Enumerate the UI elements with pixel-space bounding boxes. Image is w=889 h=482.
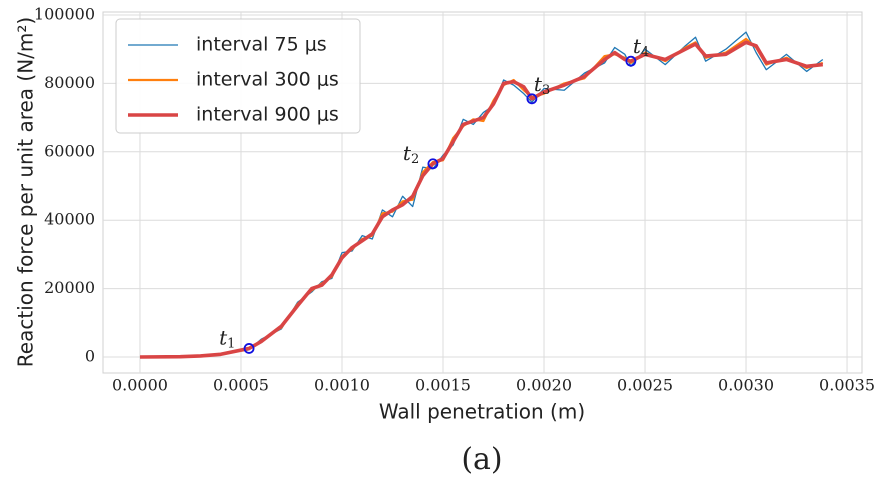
- annotation-subscript: 4: [641, 45, 649, 60]
- x-tick-label: 0.0030: [718, 376, 774, 395]
- caption: (a): [461, 442, 502, 477]
- legend-label: interval 75 μs: [196, 34, 327, 56]
- annotation-subscript: 1: [227, 336, 235, 351]
- annotation-text: t: [534, 71, 543, 95]
- annotation-label: t2: [403, 140, 419, 166]
- y-tick-label: 60000: [44, 141, 95, 160]
- annotation-label: t1: [219, 325, 235, 351]
- legend-label: interval 900 μs: [196, 104, 339, 126]
- x-axis-title: Wall penetration (m): [379, 400, 585, 424]
- legend-box: [115, 18, 361, 134]
- y-tick-label: 40000: [44, 210, 95, 229]
- x-tick-label: 0.0010: [314, 376, 370, 395]
- x-tick-label: 0.0025: [617, 376, 673, 395]
- annotation-label: t3: [534, 71, 550, 97]
- annotation-subscript: 3: [542, 82, 550, 97]
- annotation-label: t4: [633, 34, 649, 60]
- y-axis-title: Reaction force per unit area (N/m²): [14, 17, 38, 367]
- y-tick-label: 20000: [44, 278, 95, 297]
- legend-label: interval 300 μs: [196, 69, 339, 91]
- annotation-subscript: 2: [411, 151, 419, 166]
- y-tick-label: 0: [85, 347, 95, 366]
- y-tick-label: 80000: [44, 73, 95, 92]
- annotation-marker: [526, 93, 538, 105]
- x-tick-label: 0.0005: [213, 376, 269, 395]
- x-tick-label: 0.0015: [415, 376, 471, 395]
- annotation-text: t: [219, 325, 228, 349]
- annotation-text: t: [403, 140, 412, 164]
- lines: [139, 31, 824, 359]
- x-tick-label: 0.0020: [516, 376, 572, 395]
- annotation-marker: [427, 158, 439, 170]
- series-line: [139, 40, 823, 359]
- x-tick-label: 0.0000: [112, 376, 168, 395]
- y-tick-label: 100000: [34, 4, 95, 23]
- legend: interval 75 μs interval 300 μs interval 90…: [115, 18, 361, 134]
- annotation-marker: [243, 343, 255, 354]
- annotation-marker: [625, 55, 637, 67]
- annotation-text: t: [633, 34, 642, 58]
- x-tick-label: 0.0035: [819, 376, 875, 395]
